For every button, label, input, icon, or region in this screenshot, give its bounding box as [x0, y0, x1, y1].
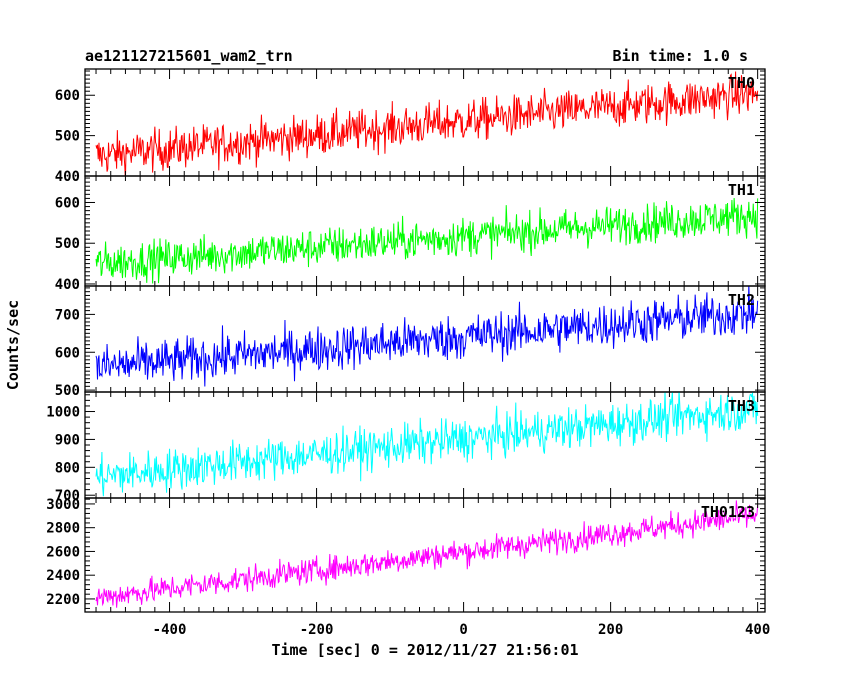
series-line-th0123 — [95, 500, 759, 608]
panel-frame — [84, 175, 766, 287]
chart-title: ae121127215601_wam2_trn — [85, 47, 293, 65]
x-tick-label: 200 — [598, 622, 623, 638]
y-tick-label: 500 — [55, 383, 80, 399]
panel-th1: 400 500 600 TH1 — [55, 175, 766, 293]
series-line-th2 — [95, 286, 759, 387]
y-tick-label: 2600 — [46, 544, 80, 560]
panel-label: TH0 — [728, 74, 755, 92]
y-tick-label: 600 — [55, 88, 80, 104]
panel-frame — [84, 497, 766, 613]
panel-label: TH0123 — [701, 503, 755, 521]
y-tick-label: 900 — [55, 432, 80, 448]
y-tick-label: 700 — [55, 488, 80, 504]
panel-th3: 700 800 900 1000 TH3 — [46, 391, 766, 504]
series-line-th0 — [95, 71, 759, 176]
y-tick-label: 400 — [55, 169, 80, 185]
y-axis-label: Counts/sec — [4, 300, 22, 390]
series-line-th3 — [95, 392, 759, 497]
y-tick-label: 500 — [55, 236, 80, 252]
y-tick-label: 1000 — [46, 405, 80, 421]
series-line-th1 — [95, 198, 759, 284]
y-tick-label: 700 — [55, 307, 80, 323]
panel-th2: 500 600 700 TH2 — [55, 285, 766, 399]
panel-th0: 400 500 600 TH0 — [55, 68, 766, 185]
x-tick-label: -200 — [300, 622, 334, 638]
x-tick-label: -400 — [153, 622, 187, 638]
y-tick-label: 600 — [55, 345, 80, 361]
y-tick-label: 800 — [55, 460, 80, 476]
y-tick-label: 3000 — [46, 497, 80, 513]
x-tick-label: 0 — [459, 622, 467, 638]
x-tick-label: 400 — [745, 622, 770, 638]
y-tick-label: 2200 — [46, 592, 80, 608]
panels-group: 400 500 600 TH0 400 500 600 TH1 500 600 700 TH2 700 8… — [46, 68, 770, 638]
y-tick-label: 500 — [55, 129, 80, 145]
panel-label: TH2 — [728, 291, 755, 309]
bin-time-label: Bin time: 1.0 s — [613, 47, 748, 65]
panel-frame — [84, 68, 766, 177]
panel-th0123: 2200 2400 2600 2800 3000 TH0123 — [46, 497, 766, 613]
y-tick-label: 2800 — [46, 521, 80, 537]
panel-label: TH3 — [728, 397, 755, 415]
x-axis-label: Time [sec] 0 = 2012/11/27 21:56:01 — [271, 641, 578, 659]
y-tick-label: 600 — [55, 195, 80, 211]
panel-label: TH1 — [728, 181, 755, 199]
y-tick-label: 400 — [55, 277, 80, 293]
y-tick-label: 2400 — [46, 568, 80, 584]
